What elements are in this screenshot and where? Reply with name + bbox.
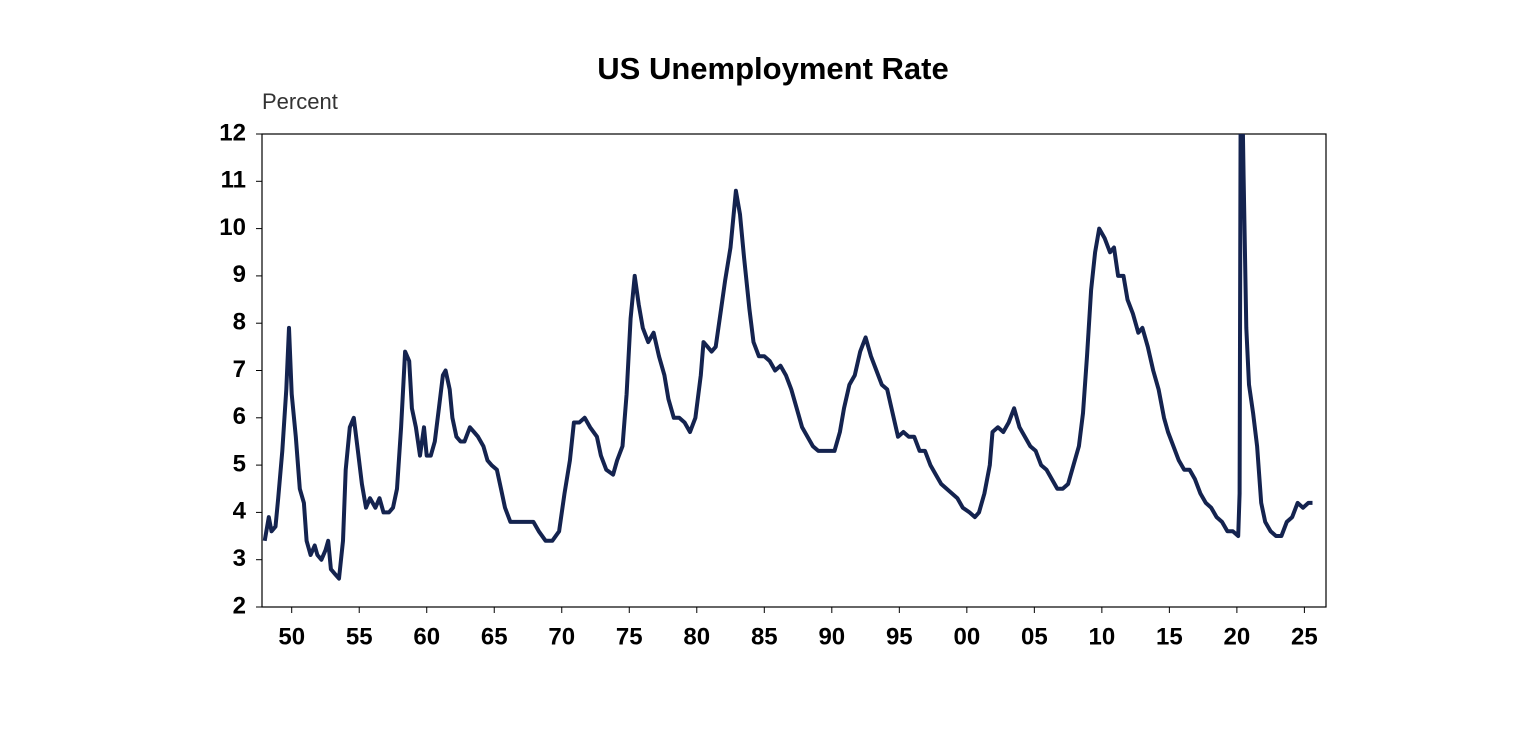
x-tick-label: 55 [346, 623, 373, 650]
x-tick-label: 50 [278, 623, 305, 650]
x-tick-label: 05 [1021, 623, 1048, 650]
x-tick-label: 95 [886, 623, 913, 650]
x-tick-label: 20 [1224, 623, 1251, 650]
x-tick-label: 00 [953, 623, 980, 650]
y-tick-label: 2 [233, 592, 246, 619]
plot-frame [261, 133, 1327, 608]
y-tick-label: 9 [233, 261, 246, 288]
x-tick-label: 90 [818, 623, 845, 650]
y-axis-label: Percent [262, 89, 338, 114]
x-tick-label: 80 [683, 623, 710, 650]
x-tick-label: 60 [413, 623, 440, 650]
y-tick-label: 7 [233, 356, 246, 383]
y-tick-label: 10 [219, 214, 246, 241]
x-tick-label: 70 [548, 623, 575, 650]
y-tick-label: 12 [219, 119, 246, 146]
x-tick-label: 65 [481, 623, 508, 650]
y-tick-label: 3 [233, 545, 246, 572]
x-tick-label: 25 [1291, 623, 1318, 650]
y-tick-label: 6 [233, 403, 246, 430]
x-tick-label: 10 [1089, 623, 1116, 650]
x-tick-label: 85 [751, 623, 778, 650]
x-tick-label: 75 [616, 623, 643, 650]
y-tick-label: 4 [233, 498, 247, 525]
y-tick-label: 11 [221, 167, 246, 194]
data-line [262, 134, 1313, 581]
y-tick-label: 8 [233, 309, 246, 336]
chart-title: US Unemployment Rate [597, 51, 948, 86]
x-tick-label: 15 [1156, 623, 1183, 650]
y-tick-label: 5 [233, 450, 246, 477]
